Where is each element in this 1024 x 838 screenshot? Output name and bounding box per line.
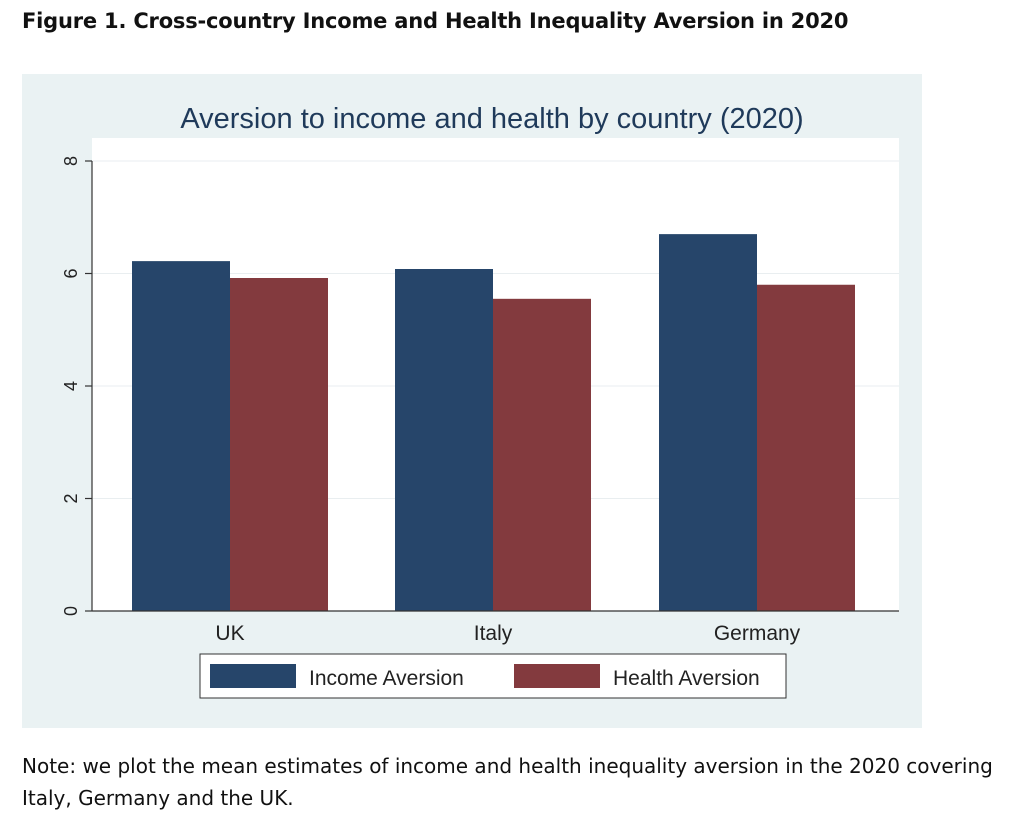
legend-box [199, 653, 787, 699]
bar-health-italy [493, 298, 591, 611]
x-tick-label: UK [215, 622, 244, 645]
chart-title: Aversion to income and health by country… [180, 103, 803, 135]
y-tick-label: 0 [61, 606, 81, 616]
bars [132, 234, 855, 611]
y-tick-label: 2 [61, 493, 81, 503]
x-tick-label: Italy [474, 622, 513, 645]
x-labels: UK Italy Germany [215, 622, 800, 645]
bar-chart: Aversion to income and health by country… [61, 103, 899, 699]
legend-label-health: Health Aversion [613, 667, 760, 690]
legend-swatch-income [210, 664, 296, 688]
figure-heading: Figure 1. Cross-country Income and Healt… [22, 9, 849, 33]
bar-income-italy [395, 269, 493, 611]
y-tick-label: 8 [61, 156, 81, 166]
legend-label-income: Income Aversion [309, 667, 464, 690]
legend-swatch-health [514, 664, 600, 688]
y-ticks: 0 2 4 6 8 [61, 156, 92, 616]
bar-income-uk [132, 261, 230, 611]
bar-health-uk [230, 278, 328, 611]
figure-note: Note: we plot the mean estimates of inco… [22, 754, 993, 810]
bar-health-germany [757, 284, 855, 611]
legend: Income Aversion Health Aversion [199, 653, 787, 699]
y-tick-label: 4 [61, 381, 81, 391]
x-tick-label: Germany [714, 622, 801, 645]
y-tick-label: 6 [61, 268, 81, 278]
bar-income-germany [659, 234, 757, 611]
chart-frame: Aversion to income and health by country… [22, 74, 922, 728]
